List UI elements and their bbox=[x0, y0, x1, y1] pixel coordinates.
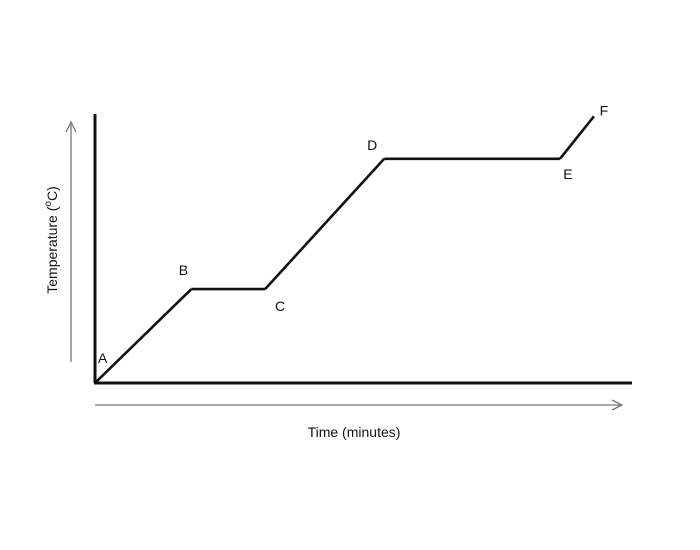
y-axis-title: Temperature (oC) bbox=[43, 186, 60, 294]
y-axis-title-superscript: o bbox=[43, 201, 54, 207]
point-label-a: A bbox=[98, 350, 108, 366]
y-axis-title-main: Temperature ( bbox=[44, 206, 60, 293]
line-segment-ef bbox=[558, 115, 595, 160]
point-label-c: C bbox=[275, 298, 285, 314]
point-label-e: E bbox=[563, 166, 572, 182]
point-label-d: D bbox=[367, 137, 377, 153]
point-label-b: B bbox=[179, 262, 188, 278]
line-segment-cd bbox=[264, 157, 386, 290]
y-axis-title-suffix: C) bbox=[44, 186, 60, 201]
x-axis-title: Time (minutes) bbox=[308, 424, 401, 440]
series-group bbox=[94, 115, 595, 384]
line-segment-ab bbox=[94, 288, 193, 384]
point-labels: A B C D E F bbox=[98, 102, 608, 366]
point-label-f: F bbox=[600, 102, 609, 118]
y-axis-arrowhead bbox=[65, 120, 77, 133]
x-axis-arrowhead bbox=[611, 399, 624, 411]
